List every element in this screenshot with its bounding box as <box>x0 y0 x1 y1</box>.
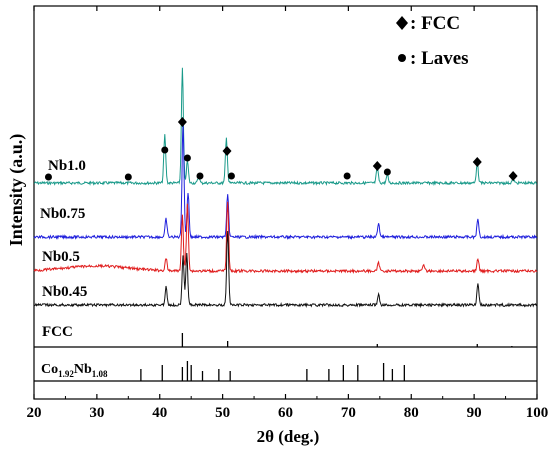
series-label-2: Nb0.5 <box>42 249 80 265</box>
laves-marker-3 <box>183 154 191 162</box>
series-line-0 <box>33 67 538 187</box>
series-labels: Nb1.0 Nb0.75 Nb0.5 Nb0.45 <box>40 158 87 300</box>
series-label-3: Nb0.45 <box>42 284 87 300</box>
x-tick-label-7: 90 <box>467 405 482 421</box>
series-line-3 <box>33 230 538 309</box>
fcc-marker-2 <box>372 161 382 171</box>
x-tick-label-2: 40 <box>152 405 167 421</box>
laves-marker-0 <box>44 173 52 181</box>
laves-marker-4 <box>196 172 204 180</box>
ref-label-fcc: FCC <box>42 324 73 340</box>
x-tick-label-4: 60 <box>278 405 293 421</box>
x-axis-label: 2θ (deg.) <box>257 427 320 446</box>
legend-diamond-icon <box>396 16 408 30</box>
x-tick-label-0: 20 <box>27 405 42 421</box>
x-tick-label-3: 50 <box>215 405 230 421</box>
x-tick-label-1: 30 <box>89 405 104 421</box>
spectra-group <box>33 67 538 309</box>
laves-marker-1 <box>124 173 132 181</box>
phase-markers <box>44 117 518 181</box>
ref-label-laves: Co1.92Nb1.08 <box>41 362 108 379</box>
ref-label-sub2: 1.08 <box>92 369 108 379</box>
fcc-marker-4 <box>508 171 518 181</box>
fcc-marker-0 <box>177 117 187 127</box>
laves-marker-7 <box>383 168 391 176</box>
fcc-marker-1 <box>222 146 232 156</box>
x-axis-ticks: 20 30 40 50 60 70 80 90 100 <box>27 6 549 421</box>
y-axis-label: Intensity (a.u.) <box>6 134 27 247</box>
x-tick-label-8: 100 <box>526 405 549 421</box>
laves-marker-6 <box>343 172 351 180</box>
ref-label-co: Co <box>41 362 58 377</box>
legend-label-laves: : Laves <box>410 48 469 69</box>
x-tick-label-6: 80 <box>404 405 419 421</box>
laves-marker-2 <box>161 146 169 154</box>
series-label-1: Nb0.75 <box>40 206 85 222</box>
series-line-2 <box>33 201 538 275</box>
reference-patterns <box>140 333 513 381</box>
legend: : FCC : Laves <box>396 13 469 69</box>
ref-label-nb: Nb <box>74 362 92 377</box>
legend-label-fcc: : FCC <box>410 13 460 34</box>
laves-marker-5 <box>227 172 235 180</box>
series-label-0: Nb1.0 <box>48 158 86 174</box>
ref-label-sub1: 1.92 <box>58 369 74 379</box>
legend-circle-icon <box>398 54 406 62</box>
x-tick-label-5: 70 <box>341 405 356 421</box>
series-line-1 <box>33 121 538 241</box>
fcc-marker-3 <box>472 157 482 167</box>
